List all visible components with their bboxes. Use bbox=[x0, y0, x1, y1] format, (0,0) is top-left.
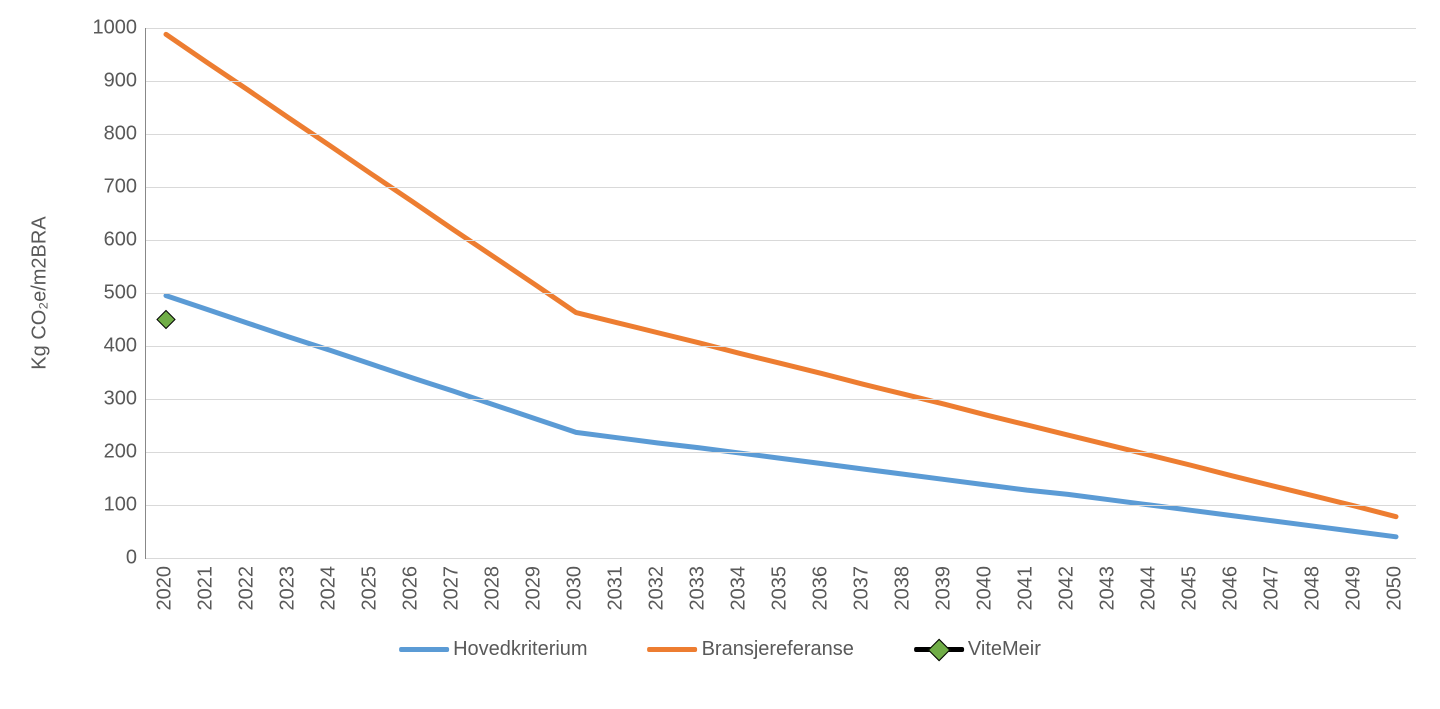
gridline bbox=[146, 134, 1416, 135]
x-tick-label: 2049 bbox=[1343, 566, 1366, 611]
gridline bbox=[146, 187, 1416, 188]
x-tick-label: 2050 bbox=[1384, 566, 1407, 611]
x-tick-label: 2046 bbox=[1220, 566, 1243, 611]
x-tick-label: 2025 bbox=[359, 566, 382, 611]
gridline bbox=[146, 505, 1416, 506]
x-tick-label: 2023 bbox=[277, 566, 300, 611]
x-tick-label: 2022 bbox=[236, 566, 259, 611]
x-tick-label: 2024 bbox=[318, 566, 341, 611]
legend-item-bransjereferanse: Bransjereferanse bbox=[648, 638, 854, 661]
y-tick-label: 700 bbox=[104, 176, 137, 199]
legend-swatch-vitemeir bbox=[914, 647, 964, 652]
x-tick-label: 2028 bbox=[482, 566, 505, 611]
x-tick-label: 2035 bbox=[769, 566, 792, 611]
x-tick-label: 2030 bbox=[564, 566, 587, 611]
x-tick-label: 2033 bbox=[687, 566, 710, 611]
legend-item-vitemeir: ViteMeir bbox=[914, 638, 1041, 661]
x-tick-label: 2039 bbox=[933, 566, 956, 611]
x-tick-label: 2045 bbox=[1179, 566, 1202, 611]
y-tick-label: 900 bbox=[104, 70, 137, 93]
gridline bbox=[146, 452, 1416, 453]
legend-swatch-hovedkriterium bbox=[399, 647, 449, 652]
x-tick-label: 2031 bbox=[605, 566, 628, 611]
gridline bbox=[146, 399, 1416, 400]
legend-label: Bransjereferanse bbox=[702, 638, 854, 661]
y-tick-label: 600 bbox=[104, 229, 137, 252]
gridline bbox=[146, 81, 1416, 82]
x-tick-label: 2020 bbox=[154, 566, 177, 611]
y-tick-label: 400 bbox=[104, 335, 137, 358]
y-tick-label: 500 bbox=[104, 282, 137, 305]
x-tick-label: 2037 bbox=[851, 566, 874, 611]
gridline bbox=[146, 240, 1416, 241]
x-tick-label: 2036 bbox=[810, 566, 833, 611]
gridline bbox=[146, 293, 1416, 294]
legend-item-hovedkriterium: Hovedkriterium bbox=[399, 638, 587, 661]
legend-swatch-bransjereferanse bbox=[648, 647, 698, 652]
x-tick-label: 2029 bbox=[523, 566, 546, 611]
series-line bbox=[166, 296, 1396, 537]
y-axis-title: Kg CO₂e/m2BRA bbox=[29, 216, 52, 369]
x-tick-label: 2032 bbox=[646, 566, 669, 611]
x-tick-label: 2044 bbox=[1138, 566, 1161, 611]
x-tick-label: 2027 bbox=[441, 566, 464, 611]
x-tick-label: 2040 bbox=[974, 566, 997, 611]
co2-chart: Kg CO₂e/m2BRA Hovedkriterium Bransjerefe… bbox=[0, 0, 1440, 709]
y-tick-label: 200 bbox=[104, 441, 137, 464]
x-tick-label: 2021 bbox=[195, 566, 218, 611]
scatter-marker-diamond-icon bbox=[157, 311, 175, 329]
x-tick-label: 2048 bbox=[1302, 566, 1325, 611]
series-line bbox=[166, 34, 1396, 516]
y-tick-label: 100 bbox=[104, 494, 137, 517]
legend: Hovedkriterium Bransjereferanse ViteMeir bbox=[399, 638, 1041, 661]
y-tick-label: 800 bbox=[104, 123, 137, 146]
x-tick-label: 2043 bbox=[1097, 566, 1120, 611]
x-tick-label: 2038 bbox=[892, 566, 915, 611]
gridline bbox=[146, 346, 1416, 347]
y-tick-label: 1000 bbox=[93, 17, 138, 40]
x-tick-label: 2034 bbox=[728, 566, 751, 611]
x-tick-label: 2042 bbox=[1056, 566, 1079, 611]
y-tick-label: 300 bbox=[104, 388, 137, 411]
gridline bbox=[146, 558, 1416, 559]
gridline bbox=[146, 28, 1416, 29]
x-tick-label: 2047 bbox=[1261, 566, 1284, 611]
x-tick-label: 2041 bbox=[1015, 566, 1038, 611]
legend-label: Hovedkriterium bbox=[453, 638, 587, 661]
y-tick-label: 0 bbox=[126, 547, 137, 570]
legend-label: ViteMeir bbox=[968, 638, 1041, 661]
plot-area bbox=[145, 28, 1416, 559]
x-tick-label: 2026 bbox=[400, 566, 423, 611]
diamond-icon bbox=[928, 638, 951, 661]
